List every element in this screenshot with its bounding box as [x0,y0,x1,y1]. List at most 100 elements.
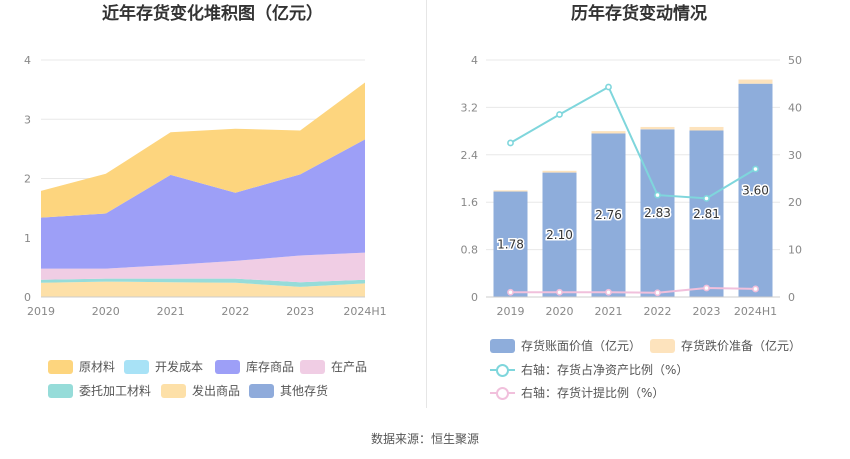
bar-book-value [493,191,528,297]
legend-label: 存货账面价值（亿元） [521,339,642,353]
legend-item[interactable]: 委托加工材料 [48,382,151,399]
legend-label: 库存商品 [246,360,295,374]
y2-tick-label: 10 [788,244,802,257]
legend-label: 委托加工材料 [79,384,152,398]
legend-label: 在产品 [331,360,368,374]
y2-tick-label: 40 [788,101,802,114]
bar-impairment-reserve [689,126,724,131]
y2-tick-label: 30 [788,149,802,162]
bar-book-value [640,129,675,297]
line-point [556,111,563,118]
legend-item[interactable]: 右轴：存货占净资产比例（%） [490,361,688,378]
bar-book-value [591,133,626,297]
legend-swatch [124,359,149,374]
bar-impairment-reserve [738,79,773,84]
x-tick-label: 2020 [92,305,120,318]
legend-item[interactable]: 库存商品 [215,358,294,375]
y2-tick-label: 50 [788,54,802,67]
area-series-6 [41,82,365,218]
panel-divider [426,0,427,408]
line-point [507,288,514,296]
x-tick-label: 2019 [497,305,525,318]
y-tick-label: 2 [24,173,31,186]
legend-label: 其他存货 [280,384,329,398]
area-series-3 [41,252,365,283]
inventory-change-bar-panel: 历年存货变动情况 0 0.8 1.6 2.4 3.2 4 0 10 20 30 40 50 1.78 2.… [428,0,850,410]
line-point [703,195,710,202]
line-point [752,285,759,293]
legend-item[interactable]: 存货跌价准备（亿元） [650,337,801,354]
bar-book-value [738,83,773,297]
line-point [703,284,710,292]
legend-item[interactable]: 原材料 [48,358,115,375]
y-tick-label: 1 [24,232,31,245]
bar-value-label: 2.10 [546,228,573,242]
bar-value-label: 1.78 [497,237,524,251]
legend-item[interactable]: 存货账面价值（亿元） [490,337,641,354]
legend-item[interactable]: 在产品 [300,358,367,375]
inventory-stack-area-chart: 0 1 2 3 4 2019 2020 2021 2022 2023 2024H1 [24,54,387,318]
data-source-note: 数据来源：恒生聚源 [370,432,479,446]
bar-impairment-reserve [640,126,675,130]
bar-value-label: 3.60 [742,183,769,197]
line-point [507,139,514,147]
legend-label: 开发成本 [155,360,204,374]
line-point [605,83,612,91]
y-tick-label: 0.8 [461,244,479,257]
bar-impairment-reserve [493,190,528,192]
legend-swatch [490,338,515,353]
bar-book-value [542,172,577,297]
x-tick-label: 2024H1 [734,305,777,318]
bar-book-value [689,130,724,297]
y-tick-label: 0 [24,291,31,304]
left-chart-title: 近年存货变化堆积图（亿元） [102,4,323,24]
x-tick-label: 2023 [286,305,314,318]
y2-tick-label: 0 [788,291,795,304]
x-tick-label: 2019 [27,305,55,318]
legend-item[interactable]: 发出商品 [161,382,240,399]
y-tick-label: 0 [471,291,478,304]
legend-swatch [650,338,675,353]
right-chart-title: 历年存货变动情况 [571,4,707,24]
legend-swatch [48,359,73,374]
bar-impairment-reserve [591,131,626,134]
area-series-1 [41,278,365,287]
legend-swatch [48,383,73,398]
bar-value-label: 2.81 [693,207,720,221]
line-point [752,165,759,173]
area-series-4 [41,139,365,269]
y-tick-label: 4 [24,54,31,67]
legend-label: 右轴：存货计提比例（%） [521,386,665,400]
y-tick-label: 3 [24,113,31,126]
inventory-stack-area-panel: 近年存货变化堆积图（亿元） 0 1 2 3 4 2019 2020 2021 2022 2023 2… [0,0,425,410]
x-tick-label: 2020 [546,305,574,318]
x-tick-label: 2024H1 [343,305,386,318]
legend-label: 存货跌价准备（亿元） [681,339,802,353]
y-tick-label: 4 [471,54,478,67]
bar-value-label: 2.83 [644,206,671,220]
x-tick-label: 2022 [644,305,672,318]
legend-item[interactable]: 其他存货 [249,382,328,399]
legend-item[interactable]: 右轴：存货计提比例（%） [490,384,664,401]
legend-swatch [161,383,186,398]
y2-tick-label: 20 [788,196,802,209]
line-series-1 [510,286,756,294]
x-tick-label: 2022 [221,305,249,318]
legend-item[interactable]: 开发成本 [124,358,203,375]
bar-impairment-reserve [542,170,577,173]
line-series-0 [509,85,757,200]
area-series-0 [41,281,365,297]
legend-label: 发出商品 [192,384,241,398]
line-point [605,288,612,296]
legend-swatch [490,363,515,377]
legend-label: 右轴：存货占净资产比例（%） [521,363,689,377]
legend-swatch [215,359,240,374]
x-tick-label: 2021 [157,305,185,318]
x-tick-label: 2021 [595,305,623,318]
legend-label: 原材料 [79,360,116,374]
line-point [654,289,661,297]
legend-swatch [249,383,274,398]
y-tick-label: 2.4 [461,149,479,162]
y-tick-label: 3.2 [461,101,479,114]
